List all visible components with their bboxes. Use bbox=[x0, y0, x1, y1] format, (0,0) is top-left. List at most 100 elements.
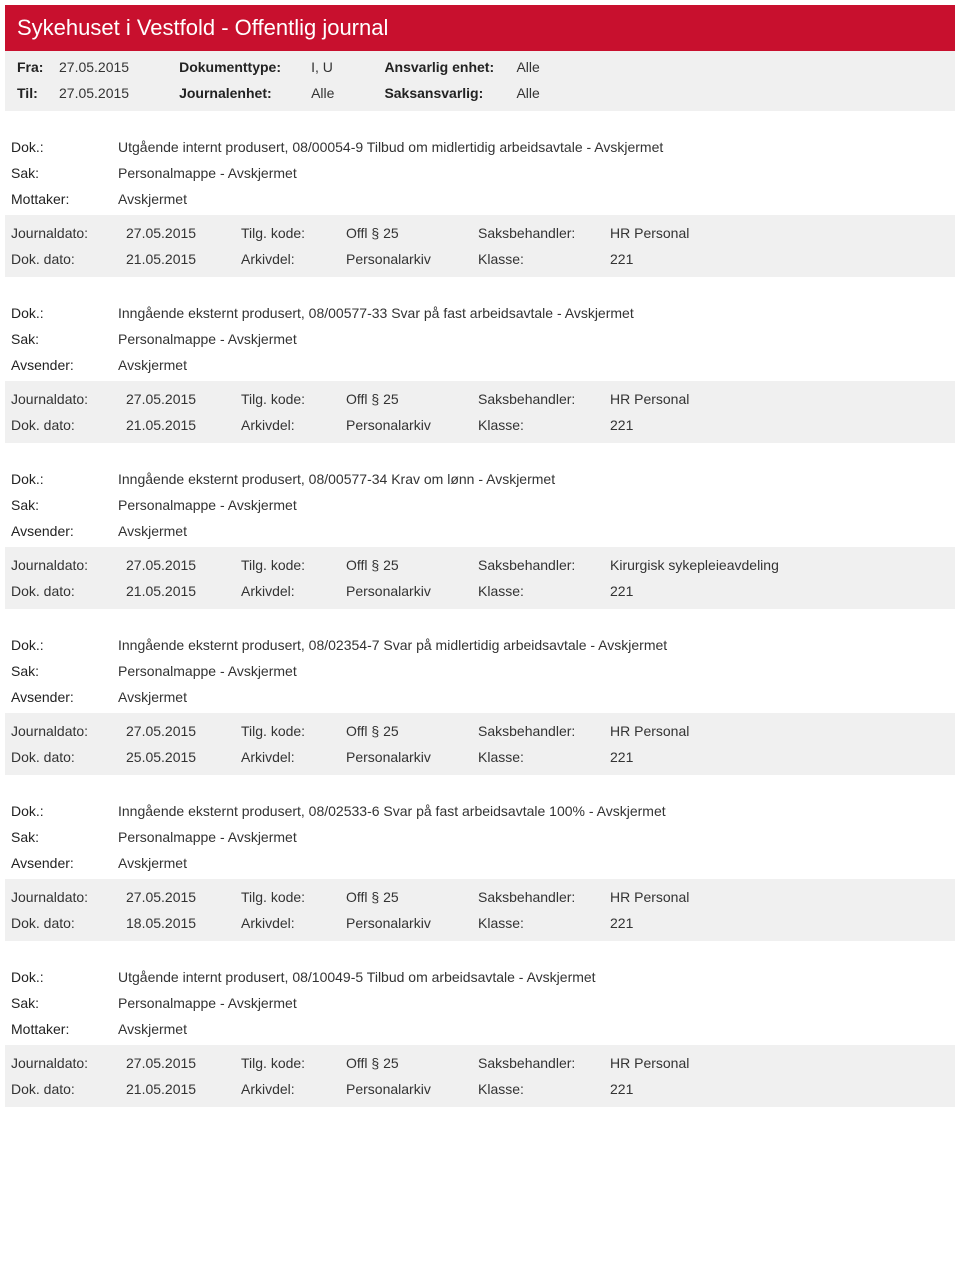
party-value: Avskjermet bbox=[118, 855, 187, 871]
party-label: Mottaker: bbox=[11, 191, 106, 207]
dokdato-value: 21.05.2015 bbox=[126, 417, 241, 433]
dokdato-value: 21.05.2015 bbox=[126, 251, 241, 267]
party-label: Avsender: bbox=[11, 855, 106, 871]
arkivdel-value: Personalarkiv bbox=[346, 251, 478, 267]
arkivdel-value: Personalarkiv bbox=[346, 1081, 478, 1097]
saksbehandler-value: HR Personal bbox=[610, 225, 689, 241]
dokdato-label: Dok. dato: bbox=[11, 251, 126, 267]
sak-value: Personalmappe - Avskjermet bbox=[118, 497, 297, 513]
filter-ansvarlig-val: Alle bbox=[516, 59, 539, 75]
arkivdel-value: Personalarkiv bbox=[346, 915, 478, 931]
dok-label: Dok.: bbox=[11, 637, 106, 653]
journaldato-value: 27.05.2015 bbox=[126, 1055, 241, 1071]
saksbehandler-label: Saksbehandler: bbox=[478, 723, 610, 739]
klasse-label: Klasse: bbox=[478, 417, 610, 433]
filter-til-val: 27.05.2015 bbox=[59, 85, 129, 101]
entry-meta-grid: Journaldato:27.05.2015Tilg. kode:Offl § … bbox=[5, 713, 955, 775]
arkivdel-value: Personalarkiv bbox=[346, 583, 478, 599]
filter-saksansvarlig-label: Saksansvarlig: bbox=[384, 85, 504, 101]
dokdato-label: Dok. dato: bbox=[11, 1081, 126, 1097]
sak-label: Sak: bbox=[11, 663, 106, 679]
journal-entry: Dok.:Inngående eksternt produsert, 08/02… bbox=[5, 803, 955, 941]
party-label: Mottaker: bbox=[11, 1021, 106, 1037]
tilgkode-value: Offl § 25 bbox=[346, 391, 478, 407]
party-value: Avskjermet bbox=[118, 357, 187, 373]
arkivdel-value: Personalarkiv bbox=[346, 749, 478, 765]
sak-label: Sak: bbox=[11, 829, 106, 845]
klasse-value: 221 bbox=[610, 251, 633, 267]
tilgkode-label: Tilg. kode: bbox=[241, 889, 346, 905]
party-value: Avskjermet bbox=[118, 689, 187, 705]
sak-value: Personalmappe - Avskjermet bbox=[118, 663, 297, 679]
dokdato-value: 21.05.2015 bbox=[126, 1081, 241, 1097]
tilgkode-value: Offl § 25 bbox=[346, 225, 478, 241]
journal-entry: Dok.:Inngående eksternt produsert, 08/00… bbox=[5, 471, 955, 609]
sak-label: Sak: bbox=[11, 995, 106, 1011]
klasse-label: Klasse: bbox=[478, 251, 610, 267]
tilgkode-label: Tilg. kode: bbox=[241, 1055, 346, 1071]
journaldato-value: 27.05.2015 bbox=[126, 889, 241, 905]
dok-label: Dok.: bbox=[11, 969, 106, 985]
filter-fra-val: 27.05.2015 bbox=[59, 59, 129, 75]
journaldato-label: Journaldato: bbox=[11, 557, 126, 573]
arkivdel-value: Personalarkiv bbox=[346, 417, 478, 433]
party-value: Avskjermet bbox=[118, 1021, 187, 1037]
dokdato-value: 21.05.2015 bbox=[126, 583, 241, 599]
tilgkode-value: Offl § 25 bbox=[346, 723, 478, 739]
arkivdel-label: Arkivdel: bbox=[241, 915, 346, 931]
entry-meta-grid: Journaldato:27.05.2015Tilg. kode:Offl § … bbox=[5, 381, 955, 443]
klasse-label: Klasse: bbox=[478, 749, 610, 765]
filter-bar: Fra: 27.05.2015 Til: 27.05.2015 Dokument… bbox=[5, 51, 955, 111]
sak-label: Sak: bbox=[11, 497, 106, 513]
filter-ansvarlig-label: Ansvarlig enhet: bbox=[384, 59, 504, 75]
journaldato-value: 27.05.2015 bbox=[126, 391, 241, 407]
klasse-label: Klasse: bbox=[478, 583, 610, 599]
tilgkode-value: Offl § 25 bbox=[346, 1055, 478, 1071]
saksbehandler-label: Saksbehandler: bbox=[478, 391, 610, 407]
arkivdel-label: Arkivdel: bbox=[241, 749, 346, 765]
entry-meta-grid: Journaldato:27.05.2015Tilg. kode:Offl § … bbox=[5, 1045, 955, 1107]
saksbehandler-value: HR Personal bbox=[610, 391, 689, 407]
dokdato-label: Dok. dato: bbox=[11, 749, 126, 765]
dok-value: Inngående eksternt produsert, 08/02354-7… bbox=[118, 637, 667, 653]
dok-value: Inngående eksternt produsert, 08/00577-3… bbox=[118, 305, 634, 321]
journal-entry: Dok.: Inngående eksternt produsert, 08/00… bbox=[5, 305, 955, 443]
saksbehandler-value: Kirurgisk sykepleieavdeling bbox=[610, 557, 779, 573]
journal-entry: Dok.: Utgående internt produsert, 08/1004… bbox=[5, 969, 955, 1107]
sak-label: Sak: bbox=[11, 165, 106, 181]
dok-label: Dok.: bbox=[11, 305, 106, 321]
filter-doktype-val: I, U bbox=[311, 59, 333, 75]
dokdato-label: Dok. dato: bbox=[11, 915, 126, 931]
journaldato-value: 27.05.2015 bbox=[126, 723, 241, 739]
saksbehandler-label: Saksbehandler: bbox=[478, 557, 610, 573]
journaldato-label: Journaldato: bbox=[11, 1055, 126, 1071]
klasse-value: 221 bbox=[610, 915, 633, 931]
arkivdel-label: Arkivdel: bbox=[241, 417, 346, 433]
journaldato-value: 27.05.2015 bbox=[126, 557, 241, 573]
klasse-value: 221 bbox=[610, 1081, 633, 1097]
filter-doktype-label: Dokumenttype: bbox=[179, 59, 299, 75]
dokdato-label: Dok. dato: bbox=[11, 417, 126, 433]
party-value: Avskjermet bbox=[118, 191, 187, 207]
tilgkode-value: Offl § 25 bbox=[346, 557, 478, 573]
journal-entry: Dok.: Inngående eksternt produsert, 08/02… bbox=[5, 637, 955, 775]
klasse-value: 221 bbox=[610, 749, 633, 765]
filter-til-label: Til: bbox=[17, 85, 47, 101]
filter-journalenhet-label: Journalenhet: bbox=[179, 85, 299, 101]
entry-meta-grid: Journaldato:27.05.2015Tilg. kode:Offl § … bbox=[5, 547, 955, 609]
party-label: Avsender: bbox=[11, 689, 106, 705]
klasse-value: 221 bbox=[610, 583, 633, 599]
sak-label: Sak: bbox=[11, 331, 106, 347]
filter-saksansvarlig-val: Alle bbox=[516, 85, 539, 101]
klasse-label: Klasse: bbox=[478, 1081, 610, 1097]
saksbehandler-value: HR Personal bbox=[610, 1055, 689, 1071]
filter-fra-label: Fra: bbox=[17, 59, 47, 75]
sak-value: Personalmappe - Avskjermet bbox=[118, 331, 297, 347]
journaldato-label: Journaldato: bbox=[11, 391, 126, 407]
arkivdel-label: Arkivdel: bbox=[241, 251, 346, 267]
dok-value: Utgående internt produsert, 08/10049-5 T… bbox=[118, 969, 596, 985]
dok-value: Utgående internt produsert, 08/00054-9 T… bbox=[118, 139, 663, 155]
saksbehandler-label: Saksbehandler: bbox=[478, 225, 610, 241]
saksbehandler-label: Saksbehandler: bbox=[478, 1055, 610, 1071]
dokdato-label: Dok. dato: bbox=[11, 583, 126, 599]
